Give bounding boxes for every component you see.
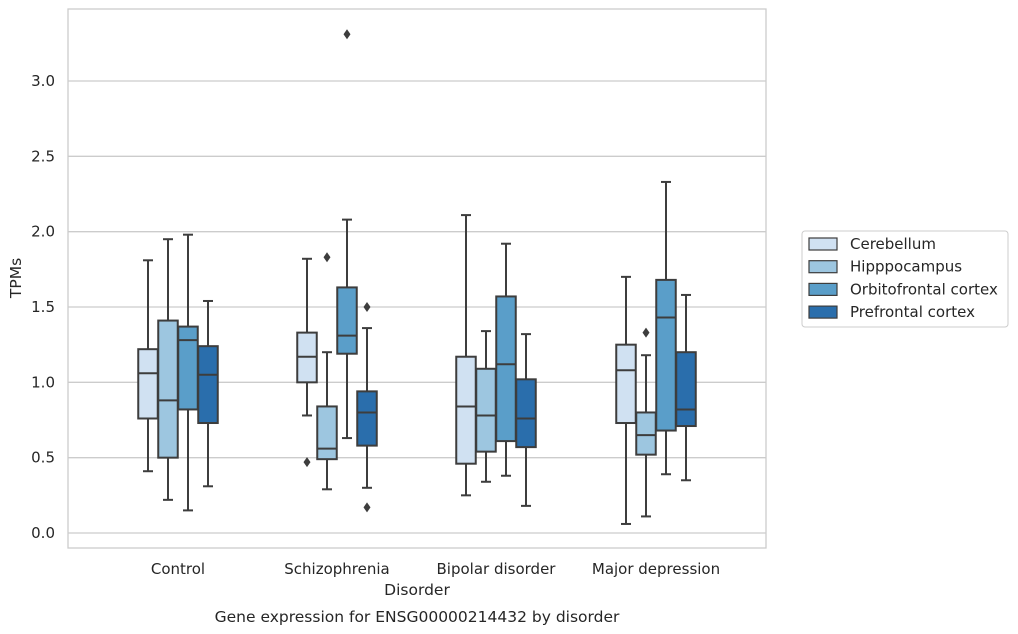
outlier-point <box>343 29 351 40</box>
box-iqr <box>515 378 537 449</box>
x-axis-label: Disorder <box>384 581 450 599</box>
box-iqr <box>675 351 697 428</box>
box-iqr <box>356 390 378 447</box>
box-iqr <box>615 343 637 425</box>
box-hipppocampus <box>475 330 497 483</box>
legend-label: Hipppocampus <box>850 258 962 276</box>
y-tick-label: 0.0 <box>31 524 55 542</box>
legend-swatch <box>808 305 838 319</box>
box-prefrontal-cortex <box>675 293 697 482</box>
outlier-point <box>642 327 650 338</box>
y-tick-label: 2.0 <box>31 223 55 241</box>
box-iqr <box>475 367 497 453</box>
box-orbitofrontal-cortex <box>495 242 517 477</box>
y-tick-label: 0.5 <box>31 449 55 467</box>
x-tick-labels: Control Schizophrenia Bipolar disorder Majo… <box>151 560 720 578</box>
legend-swatch <box>808 237 838 251</box>
box-cerebellum <box>615 275 637 525</box>
x-tick-label: Major depression <box>592 560 720 578</box>
box-cerebellum <box>296 257 318 468</box>
outlier-point <box>323 252 331 263</box>
legend-label: Orbitofrontal cortex <box>850 280 998 298</box>
box-iqr <box>316 405 338 461</box>
legend-swatch <box>808 260 838 274</box>
x-tick-label: Bipolar disorder <box>437 560 557 578</box>
x-tick-label: Schizophrenia <box>284 560 389 578</box>
legend-label: Cerebellum <box>850 235 936 253</box>
plot-background <box>68 9 766 548</box>
outlier-point <box>363 301 371 312</box>
box-iqr <box>495 295 517 443</box>
box-iqr <box>455 355 477 465</box>
box-iqr <box>197 345 219 425</box>
y-tick-label: 2.5 <box>31 147 55 165</box>
y-tick-label: 1.0 <box>31 373 55 391</box>
box-iqr <box>177 325 199 411</box>
legend: Cerebellum Hipppocampus Orbitofrontal cort… <box>801 230 1009 328</box>
x-tick-label: Control <box>151 560 205 578</box>
box-hipppocampus <box>635 327 657 518</box>
y-axis-label: TPMs <box>7 258 25 299</box>
box-prefrontal-cortex <box>197 299 219 488</box>
y-tick-label: 1.5 <box>31 298 55 316</box>
y-tick-label: 3.0 <box>31 72 55 90</box>
legend-label: Prefrontal cortex <box>850 303 975 321</box>
legend-frame <box>801 230 1009 328</box>
y-tick-labels: 0.0 0.5 1.0 1.5 2.0 2.5 3.0 <box>31 72 55 542</box>
box-iqr <box>635 411 657 456</box>
box-cerebellum <box>455 214 477 497</box>
chart-title: Gene expression for ENSG00000214432 by d… <box>215 608 620 626</box>
box-iqr <box>157 319 179 459</box>
box-prefrontal-cortex <box>515 333 537 507</box>
box-orbitofrontal-cortex <box>655 180 677 476</box>
box-prefrontal-cortex <box>356 301 378 513</box>
box-iqr <box>137 348 159 420</box>
box-hipppocampus <box>316 252 338 491</box>
box-iqr <box>655 278 677 432</box>
box-iqr <box>336 286 358 355</box>
plot-frame <box>67 8 767 549</box>
legend-swatch <box>808 282 838 296</box>
outlier-point <box>363 502 371 513</box>
outlier-point <box>303 457 311 468</box>
box-orbitofrontal-cortex <box>336 29 358 440</box>
boxes <box>137 29 697 525</box>
box-orbitofrontal-cortex <box>177 233 199 512</box>
